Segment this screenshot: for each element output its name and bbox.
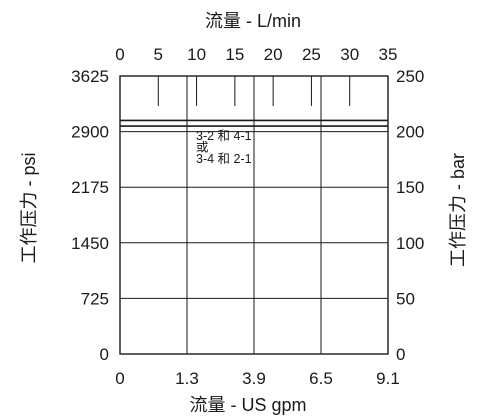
- title-bottom: 流量 - US gpm: [189, 395, 306, 415]
- series-annotation: 3-2 和 4-1或3-4 和 2-1: [196, 129, 252, 166]
- x-top-tick-label: 20: [264, 45, 283, 64]
- x-top-tick-label: 0: [115, 45, 124, 64]
- y-right-tick-label: 100: [396, 234, 424, 253]
- x-top-tick-label: 10: [187, 45, 206, 64]
- x-bottom-tick-label: 6.5: [309, 369, 333, 388]
- x-top-tick-label: 35: [379, 45, 398, 64]
- grid: [120, 76, 388, 354]
- y-left-tick-label: 1450: [71, 234, 109, 253]
- y-right-tick-label: 250: [396, 67, 424, 86]
- y-left-tick-label: 725: [81, 289, 109, 308]
- y-right-tick-label: 50: [396, 289, 415, 308]
- annotation-line: 3-4 和 2-1: [196, 152, 252, 166]
- annotation-line: 3-2 和 4-1: [196, 129, 252, 143]
- annotation-line: 或: [196, 141, 209, 155]
- y-right-tick-label: 0: [396, 345, 405, 364]
- y-right-tick-label: 200: [396, 123, 424, 142]
- y-right-tick-label: 150: [396, 178, 424, 197]
- y-axis-label-right: 工作压力 - bar: [448, 153, 468, 267]
- y-axis-label-left: 工作压力 - psi: [19, 152, 39, 263]
- y-left-tick-label: 0: [100, 345, 109, 364]
- plot-frame: [119, 75, 389, 355]
- x-bottom-tick-label: 3.9: [242, 369, 266, 388]
- x-top-tick-label: 25: [302, 45, 321, 64]
- x-bottom-tick-label: 1.3: [175, 369, 199, 388]
- x-top-tick-label: 5: [154, 45, 163, 64]
- x-bottom-tick-label: 9.1: [376, 369, 400, 388]
- x-bottom-tick-label: 0: [115, 369, 124, 388]
- title-top: 流量 - L/min: [205, 11, 301, 31]
- series-lines: [120, 119, 388, 127]
- x-top-tick-label: 15: [225, 45, 244, 64]
- y-left-tick-label: 2900: [71, 123, 109, 142]
- x-top-tick-label: 30: [340, 45, 359, 64]
- y-left-tick-label: 3625: [71, 67, 109, 86]
- y-left-tick-label: 2175: [71, 178, 109, 197]
